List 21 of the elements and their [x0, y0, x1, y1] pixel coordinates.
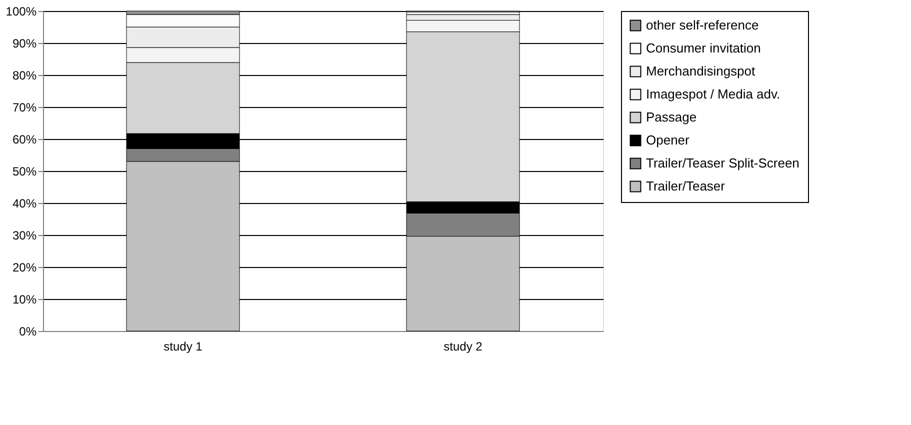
y-tick-label: 20% — [12, 260, 37, 274]
y-tick-label: 10% — [12, 292, 37, 306]
y-tick-label: 0% — [19, 324, 37, 338]
y-tick-label: 90% — [12, 36, 37, 50]
y-tick-label: 70% — [12, 100, 37, 114]
y-tick-label: 60% — [12, 132, 37, 146]
legend-label: Passage — [646, 110, 697, 124]
y-tick-label: 80% — [12, 68, 37, 82]
legend-label: Merchandisingspot — [646, 64, 756, 78]
legend-label: Trailer/Teaser — [646, 178, 726, 194]
legend-label: Imagespot / Media adv. — [646, 86, 780, 102]
y-tick-label: 50% — [12, 164, 37, 178]
x-tick-label: study 1 — [164, 340, 203, 354]
y-tick-label: 100% — [6, 4, 37, 18]
legend-label: Opener — [646, 132, 690, 148]
legend-label: other self-reference — [646, 18, 759, 32]
legend-label: Consumer invitation — [646, 40, 761, 56]
y-tick-label: 40% — [12, 196, 37, 210]
legend-label: Trailer/Teaser Split-Screen — [646, 156, 800, 170]
y-tick-label: 30% — [12, 228, 37, 242]
x-tick-label: study 2 — [444, 340, 483, 354]
